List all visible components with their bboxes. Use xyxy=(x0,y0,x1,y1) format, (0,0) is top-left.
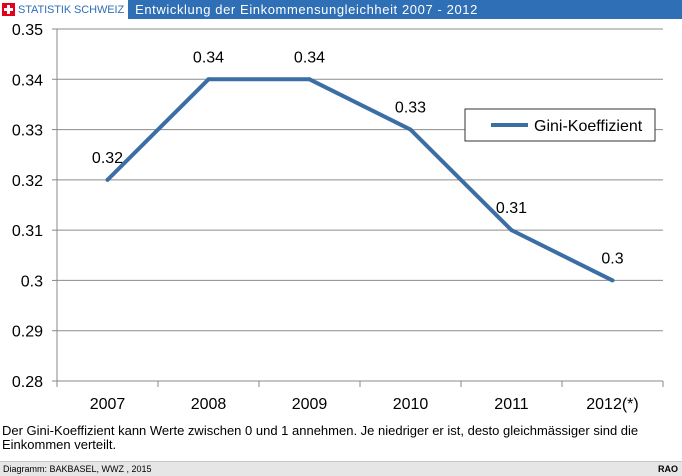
x-tick-label: 2011 xyxy=(494,396,529,413)
y-tick-label: 0.34 xyxy=(12,72,43,89)
logo: STATISTIK SCHWEIZ xyxy=(0,0,130,19)
line-chart: 0.28 0.29 0.3 0.31 0.32 0.33 0.34 0.35 2007 2008… xyxy=(12,22,664,413)
data-point xyxy=(509,228,514,233)
y-tick-label: 0.33 xyxy=(12,123,43,140)
header-bar: STATISTIK SCHWEIZ Entwicklung der Einkom… xyxy=(0,0,682,19)
swiss-cross-icon xyxy=(2,3,15,16)
y-axis-ticks: 0.28 0.29 0.3 0.31 0.32 0.33 0.34 0.35 xyxy=(12,22,57,391)
data-label: 0.34 xyxy=(294,49,325,66)
x-tick-label: 2012(*) xyxy=(586,396,638,413)
legend: Gini-Koeffizient xyxy=(464,108,656,142)
series xyxy=(105,77,615,283)
data-point xyxy=(610,278,615,283)
y-tick-label: 0.29 xyxy=(12,324,43,341)
data-labels: 0.32 0.34 0.34 0.33 0.31 0.3 xyxy=(92,49,624,267)
data-label: 0.31 xyxy=(496,200,527,217)
x-tick-label: 2010 xyxy=(393,396,429,413)
x-tick-label: 2008 xyxy=(191,396,227,413)
footer-bar: Diagramm: BAKBASEL, WWZ , 2015 RAO xyxy=(0,461,682,476)
data-label: 0.33 xyxy=(395,100,426,117)
data-point xyxy=(408,127,413,132)
y-tick-label: 0.35 xyxy=(12,22,43,39)
y-tick-label: 0.28 xyxy=(12,374,43,391)
data-point xyxy=(206,77,211,82)
data-point xyxy=(307,77,312,82)
series-line-gini xyxy=(106,77,614,283)
y-tick-label: 0.3 xyxy=(21,273,43,290)
source-credit: Diagramm: BAKBASEL, WWZ , 2015 xyxy=(3,464,152,474)
chart-title: Entwicklung der Einkommensungleichheit 2… xyxy=(135,2,478,17)
data-label: 0.3 xyxy=(601,250,623,267)
footnote: Der Gini-Koeffizient kann Werte zwischen… xyxy=(2,423,639,452)
data-label: 0.34 xyxy=(193,49,224,66)
x-tick-label: 2007 xyxy=(90,396,126,413)
x-axis-ticks: 2007 2008 2009 2010 2011 2012(*) xyxy=(56,381,664,413)
gridlines xyxy=(57,28,663,332)
y-tick-label: 0.31 xyxy=(12,223,43,240)
axes xyxy=(56,29,663,382)
data-point xyxy=(105,177,110,182)
y-tick-label: 0.32 xyxy=(12,173,43,190)
legend-label: Gini-Koeffizient xyxy=(534,118,643,135)
brand-name: STATISTIK SCHWEIZ xyxy=(18,3,125,16)
footer-code: RAO xyxy=(658,464,678,474)
x-tick-label: 2009 xyxy=(292,396,328,413)
data-label: 0.32 xyxy=(92,150,123,167)
